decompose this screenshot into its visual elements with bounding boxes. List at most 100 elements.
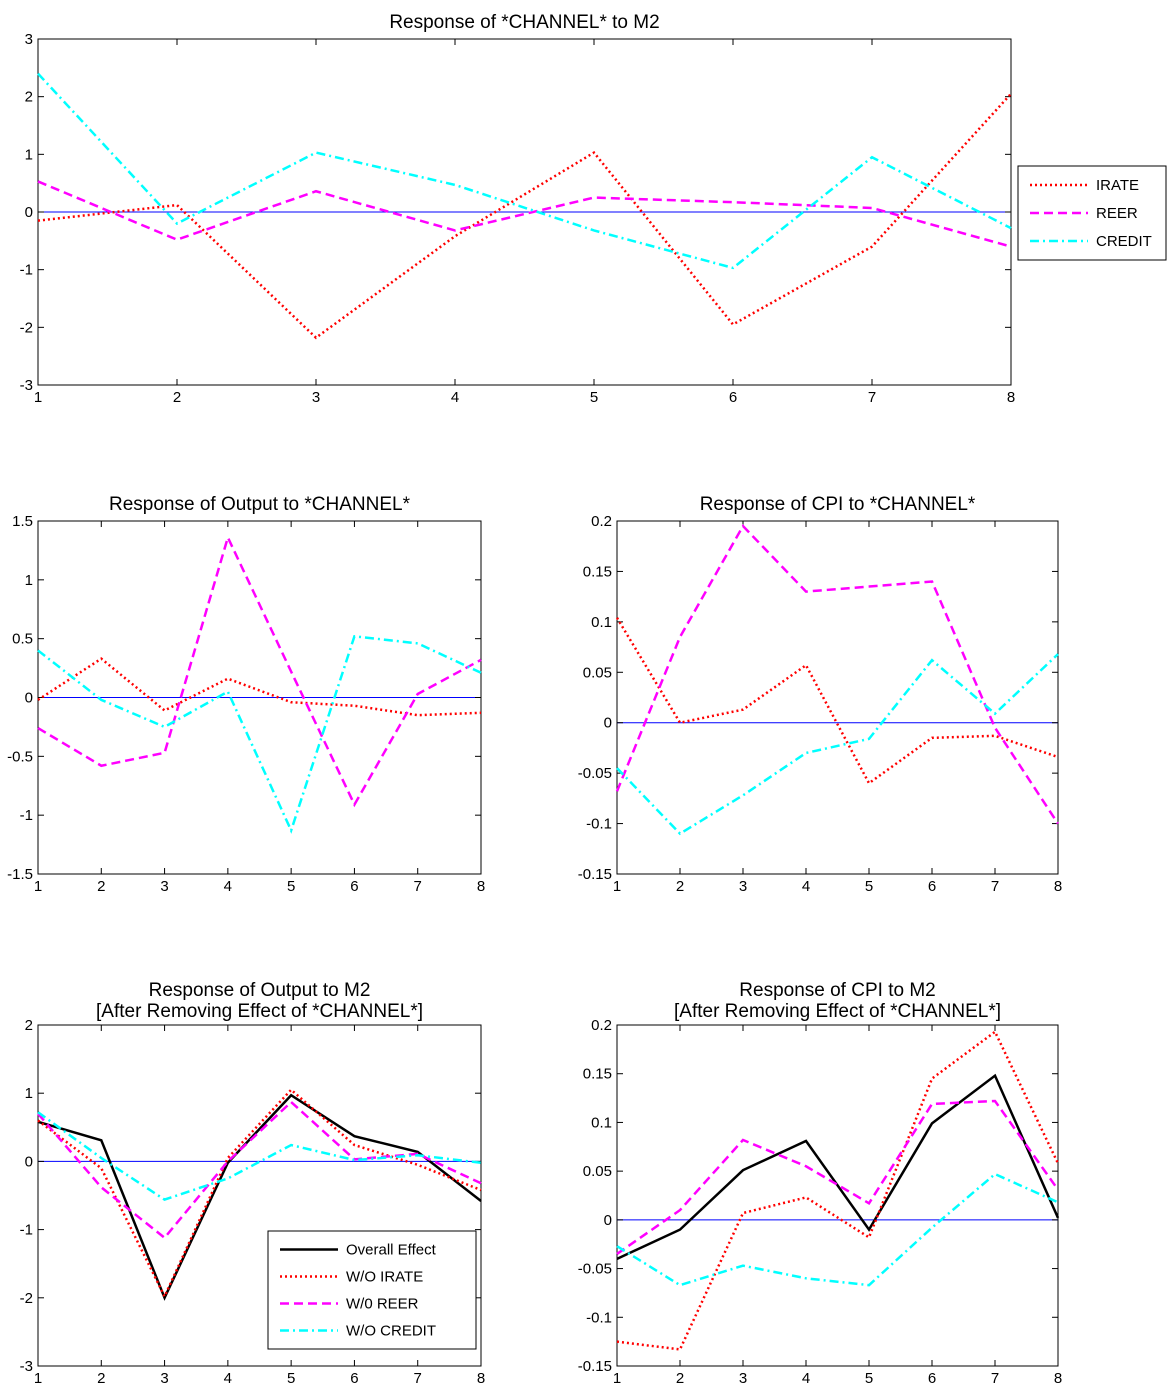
x-tick-label: 2 <box>97 878 105 895</box>
y-tick-label: 0 <box>25 690 33 707</box>
x-tick-label: 6 <box>350 1370 358 1385</box>
y-tick-label: 1.5 <box>12 513 33 530</box>
y-tick-label: -1 <box>20 1222 33 1239</box>
series-line-4 <box>616 1172 1059 1287</box>
legend-label: W/O IRATE <box>346 1269 423 1286</box>
legend-label: W/O CREDIT <box>346 1323 436 1340</box>
x-tick-label: 6 <box>928 1370 936 1385</box>
x-tick-label: 8 <box>1054 1370 1062 1385</box>
series-line-3 <box>37 72 1012 270</box>
series-line-1 <box>616 1073 1060 1260</box>
y-tick-label: -0.1 <box>586 1309 612 1326</box>
legend-label: IRATE <box>1096 177 1139 194</box>
chart-title: Response of *CHANNEL* to M2 <box>389 12 659 33</box>
y-tick-label: 1 <box>25 1085 33 1102</box>
chart-panel-1: 1 2 3 4 5 6 7 8 -3 -2 -1 0 1 2 3 Response of *CHANNEL* … <box>20 12 1167 406</box>
x-tick-label: 7 <box>414 878 422 895</box>
chart-title: Response of Output to M2 <box>149 980 371 1001</box>
y-tick-label: -2 <box>20 1290 33 1307</box>
chart-panel-2: 1 2 3 4 5 6 7 8 -1.5 -1 -0.5 0 0.5 1 1.5 Response of Ou… <box>7 494 485 895</box>
x-tick-label: 1 <box>34 1370 42 1385</box>
x-tick-label: 5 <box>865 1370 873 1385</box>
x-tick-label: 6 <box>350 878 358 895</box>
x-tick-label: 1 <box>613 1370 621 1385</box>
series-line-1 <box>37 657 482 717</box>
x-tick-label: 4 <box>451 389 459 406</box>
chart-title: Response of Output to *CHANNEL* <box>109 494 411 515</box>
y-tick-label: -2 <box>20 319 33 336</box>
x-tick-label: 8 <box>477 878 485 895</box>
y-tick-label: 1 <box>25 146 33 163</box>
y-tick-label: 2 <box>25 89 33 106</box>
x-tick-label: 3 <box>739 1370 747 1385</box>
y-tick-label: 0.15 <box>583 1066 612 1083</box>
x-tick-label: 8 <box>1007 389 1015 406</box>
series-line-2 <box>616 1029 1060 1351</box>
series-line-2 <box>615 523 1060 825</box>
y-tick-label: -0.15 <box>578 866 612 883</box>
y-tick-label: 1 <box>25 572 33 589</box>
x-tick-label: 3 <box>312 389 320 406</box>
axes-box <box>616 520 1059 875</box>
y-tick-label: -0.1 <box>586 816 612 833</box>
legend-label: REER <box>1096 205 1138 222</box>
x-tick-label: 3 <box>160 1370 168 1385</box>
series-line-3 <box>37 634 482 834</box>
series-line-4 <box>37 1111 482 1201</box>
x-tick-label: 4 <box>224 1370 232 1385</box>
legend-label: W/0 REER <box>346 1296 419 1313</box>
legend-box <box>1017 165 1167 261</box>
y-tick-label: 3 <box>25 31 33 48</box>
x-tick-label: 4 <box>802 878 810 895</box>
y-tick-label: 0.05 <box>583 1163 612 1180</box>
y-tick-label: 0.2 <box>591 513 612 530</box>
legend: IRATE REER CREDIT <box>1017 165 1167 261</box>
y-tick-label: -1 <box>20 262 33 279</box>
x-tick-label: 2 <box>676 1370 684 1385</box>
y-tick-label: -3 <box>20 1358 33 1375</box>
y-tick-label: 0.1 <box>591 1114 612 1131</box>
y-tick-label: -0.15 <box>578 1358 612 1375</box>
x-tick-label: 7 <box>868 389 876 406</box>
series-line-1 <box>37 92 1012 340</box>
series-line-3 <box>616 653 1059 836</box>
series-line-2 <box>37 533 482 808</box>
series-line-1 <box>615 617 1059 786</box>
x-tick-label: 3 <box>739 878 747 895</box>
x-tick-label: 7 <box>991 1370 999 1385</box>
y-tick-label: -0.5 <box>7 748 33 765</box>
x-tick-label: 8 <box>1054 878 1062 895</box>
x-tick-label: 3 <box>160 878 168 895</box>
series-line-2 <box>37 1088 482 1300</box>
chart-panel-5: 1 2 3 4 5 6 7 8 -0.15 -0.1 -0.05 0 0.05 0.1 0.15 0.2 Res… <box>578 980 1062 1385</box>
x-tick-label: 2 <box>676 878 684 895</box>
y-tick-label: 2 <box>25 1017 33 1034</box>
y-tick-label: -0.05 <box>578 765 612 782</box>
series-line-1 <box>37 1093 482 1301</box>
y-tick-label: -1.5 <box>7 866 33 883</box>
y-tick-label: -0.05 <box>578 1261 612 1278</box>
x-tick-label: 5 <box>287 878 295 895</box>
chart-panel-4: 1 2 3 4 5 6 7 8 -3 -2 -1 0 1 2 Response of Output to M… <box>20 980 486 1385</box>
legend-label: Overall Effect <box>346 1242 437 1259</box>
chart-panel-3: 1 2 3 4 5 6 7 8 -0.15 -0.1 -0.05 0 0.05 0.1 0.15 0.2 Res… <box>578 494 1062 895</box>
y-tick-label: -1 <box>20 807 33 824</box>
y-tick-label: 0 <box>604 715 612 732</box>
x-tick-label: 7 <box>414 1370 422 1385</box>
x-tick-label: 5 <box>590 389 598 406</box>
y-tick-label: 0.2 <box>591 1017 612 1034</box>
x-tick-label: 6 <box>729 389 737 406</box>
x-tick-label: 2 <box>173 389 181 406</box>
chart-subtitle: [After Removing Effect of *CHANNEL*] <box>674 1001 1001 1022</box>
series-line-3 <box>616 1099 1060 1255</box>
x-tick-label: 6 <box>928 878 936 895</box>
axes-box <box>616 1024 1059 1367</box>
chart-subtitle: [After Removing Effect of *CHANNEL*] <box>96 1001 423 1022</box>
x-tick-label: 8 <box>477 1370 485 1385</box>
y-tick-label: 0 <box>604 1212 612 1229</box>
legend-label: CREDIT <box>1096 233 1152 250</box>
x-tick-label: 5 <box>865 878 873 895</box>
y-tick-label: 0.15 <box>583 563 612 580</box>
x-tick-label: 1 <box>613 878 621 895</box>
